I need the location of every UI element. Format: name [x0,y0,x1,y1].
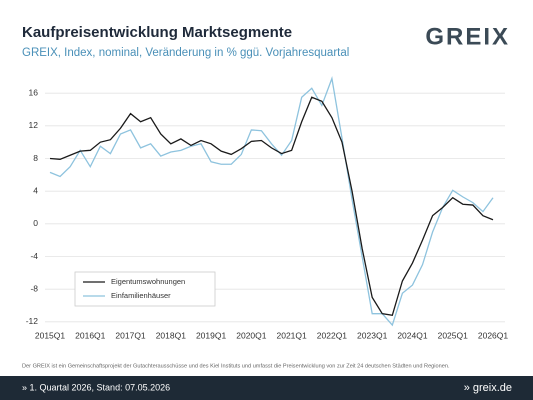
footer-bar [0,376,533,400]
footer-left: » 1. Quartal 2026, Stand: 07.05.2026 [22,382,170,392]
x-tick-label: 2017Q1 [115,330,146,340]
x-tick-label: 2024Q1 [397,330,428,340]
y-tick-label: 12 [29,120,39,130]
y-tick-label: -12 [26,316,39,326]
series-line [49,75,494,327]
x-tick-label: 2026Q1 [478,330,509,340]
legend-label: Einfamilienhäuser [111,291,171,300]
note: Der GREIX ist ein Gemeinschaftsprojekt d… [22,363,450,369]
y-tick-label: 16 [29,87,39,97]
chart-subtitle: GREIX, Index, nominal, Veränderung in % … [22,47,349,59]
x-tick-label: 2022Q1 [317,330,348,340]
legend-box [74,271,216,307]
y-tick-label: 0 [33,218,38,228]
chart-title: Kaufpreisentwicklung Marktsegmente [22,24,292,41]
x-tick-label: 2015Q1 [35,330,66,340]
x-tick-label: 2020Q1 [236,330,267,340]
y-tick-label: -4 [30,251,38,261]
y-tick-label: -8 [30,283,38,293]
footer-right[interactable]: » greix.de [464,382,512,394]
y-tick-label: 4 [33,185,38,195]
x-tick-label: 2019Q1 [196,330,227,340]
legend-label: Eigentumswohnungen [111,277,185,286]
x-tick-label: 2016Q1 [75,330,106,340]
y-tick-label: 8 [33,153,38,163]
logo: GREIX [425,23,510,50]
x-tick-label: 2018Q1 [156,330,187,340]
x-tick-label: 2023Q1 [357,330,388,340]
x-tick-label: 2025Q1 [438,330,469,340]
plot: -12 -8 -4 0 4 8 12 16 2015Q1 2016Q1 2017Q1 2018Q1 20… [26,75,509,340]
series-line [49,96,494,317]
x-tick-label: 2021Q1 [277,330,308,340]
